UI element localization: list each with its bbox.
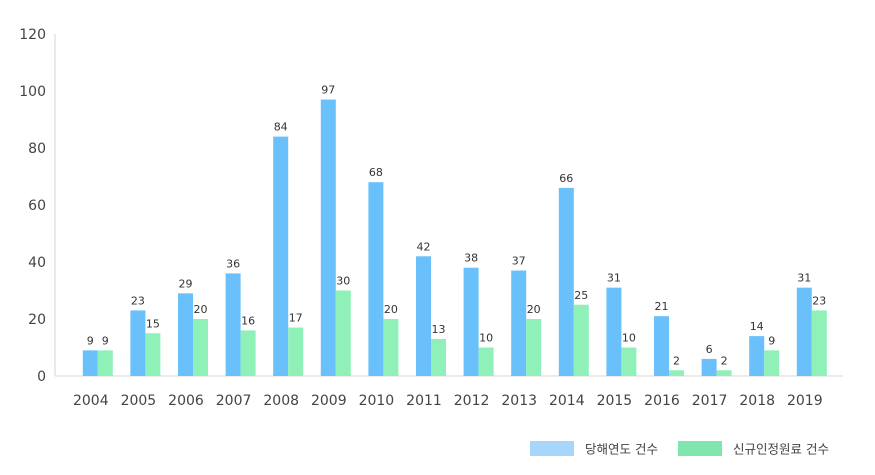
label-new-ingredient-2019: 23	[812, 294, 826, 307]
legend-swatch-new-ingredient	[678, 441, 722, 456]
y-tick-label: 100	[19, 84, 46, 100]
x-tick-label: 2009	[311, 393, 347, 409]
label-current-year-2014: 66	[559, 172, 573, 185]
label-current-year-2016: 21	[655, 300, 669, 313]
bar-new-ingredient-2010	[383, 319, 399, 376]
label-current-year-2004: 9	[87, 334, 94, 347]
label-new-ingredient-2009: 30	[336, 275, 350, 288]
x-tick-label: 2004	[73, 393, 109, 409]
label-new-ingredient-2010: 20	[384, 303, 398, 316]
label-new-ingredient-2007: 16	[241, 314, 255, 327]
bar-current-year-2013	[511, 270, 527, 376]
bar-new-ingredient-2015	[621, 347, 637, 376]
y-tick-label: 40	[28, 255, 46, 271]
bar-current-year-2016	[654, 316, 669, 376]
bar-new-ingredient-2007	[240, 330, 256, 376]
bar-current-year-2011	[416, 256, 431, 376]
bar-new-ingredient-2006	[193, 319, 208, 376]
bar-current-year-2017	[701, 358, 717, 376]
bar-new-ingredient-2016	[669, 370, 684, 376]
x-tick-label: 2013	[501, 393, 537, 409]
bar-new-ingredient-2013	[526, 319, 542, 376]
label-current-year-2006: 29	[179, 277, 193, 290]
label-current-year-2008: 84	[274, 121, 288, 134]
bar-current-year-2010	[368, 182, 384, 376]
x-axis: 2004 2005 2006 2007 2008 2009 2010 2011 2012 2013…	[55, 375, 843, 409]
bar-current-year-2019	[796, 287, 812, 376]
x-tick-label: 2015	[597, 393, 633, 409]
bar-current-year-2014	[558, 187, 574, 376]
label-current-year-2019: 31	[797, 272, 811, 285]
x-tick-label: 2007	[216, 393, 252, 409]
label-new-ingredient-2008: 17	[289, 312, 303, 325]
label-new-ingredient-2018: 9	[768, 334, 775, 347]
x-tick-label: 2018	[739, 393, 775, 409]
x-tick-label: 2008	[263, 393, 299, 409]
label-current-year-2013: 37	[512, 255, 526, 268]
bar-current-year-2015	[606, 287, 622, 376]
label-new-ingredient-2005: 15	[146, 317, 160, 330]
label-current-year-2007: 36	[226, 257, 240, 270]
bar-new-ingredient-2017	[716, 370, 732, 376]
y-tick-label: 20	[28, 312, 46, 328]
x-tick-label: 2014	[549, 393, 585, 409]
x-tick-label: 2017	[692, 393, 728, 409]
bar-new-ingredient-2008	[288, 327, 304, 376]
x-tick-label: 2016	[644, 393, 680, 409]
x-tick-label: 2005	[121, 393, 157, 409]
legend: 당해연도 건수 신규인정원료 건수	[530, 441, 829, 457]
bar-current-year-2007	[225, 273, 241, 376]
x-tick-label: 2010	[359, 393, 395, 409]
label-current-year-2018: 14	[750, 320, 764, 333]
bar-current-year-2004	[82, 350, 98, 376]
label-new-ingredient-2012: 10	[479, 332, 493, 345]
data-labels: 9 923152920361684179730682042133810372066…	[87, 84, 826, 368]
legend-label-new-ingredient: 신규인정원료 건수	[733, 442, 829, 457]
label-new-ingredient-2004: 9	[102, 334, 109, 347]
bar-new-ingredient-2004	[97, 350, 113, 376]
label-new-ingredient-2006: 20	[194, 303, 208, 316]
label-current-year-2009: 97	[321, 84, 335, 97]
y-tick-label: 60	[28, 198, 46, 214]
bars	[82, 99, 827, 377]
x-tick-label: 2012	[454, 393, 490, 409]
bar-current-year-2005	[130, 310, 146, 376]
bar-new-ingredient-2018	[764, 350, 780, 376]
y-axis: 0 20 40 60 80 100 120	[19, 27, 56, 385]
bar-current-year-2012	[463, 267, 479, 376]
y-tick-label: 0	[37, 369, 46, 385]
label-current-year-2011: 42	[417, 240, 431, 253]
bar-new-ingredient-2012	[478, 347, 494, 376]
bar-current-year-2006	[178, 293, 193, 376]
label-current-year-2017: 6	[706, 343, 713, 356]
label-new-ingredient-2014: 25	[574, 289, 588, 302]
y-tick-label: 80	[28, 141, 46, 157]
x-tick-label: 2006	[168, 393, 204, 409]
label-new-ingredient-2017: 2	[721, 354, 728, 367]
label-new-ingredient-2016: 2	[673, 354, 680, 367]
bar-new-ingredient-2011	[431, 338, 446, 376]
bar-new-ingredient-2005	[145, 333, 161, 376]
bar-current-year-2008	[273, 136, 289, 376]
legend-swatch-current-year	[530, 441, 574, 456]
x-tick-label: 2011	[406, 393, 442, 409]
label-current-year-2010: 68	[369, 166, 383, 179]
label-current-year-2005: 23	[131, 294, 145, 307]
label-new-ingredient-2011: 13	[432, 323, 446, 336]
bar-new-ingredient-2014	[573, 304, 589, 376]
bar-new-ingredient-2019	[811, 310, 827, 376]
x-tick-label: 2019	[787, 393, 823, 409]
label-current-year-2012: 38	[464, 252, 478, 265]
bar-current-year-2018	[749, 336, 765, 376]
bar-current-year-2009	[320, 99, 336, 377]
y-tick-label: 120	[19, 27, 46, 43]
label-new-ingredient-2013: 20	[527, 303, 541, 316]
bar-new-ingredient-2009	[335, 290, 351, 376]
legend-label-current-year: 당해연도 건수	[585, 442, 658, 457]
label-current-year-2015: 31	[607, 272, 621, 285]
label-new-ingredient-2015: 10	[622, 332, 636, 345]
